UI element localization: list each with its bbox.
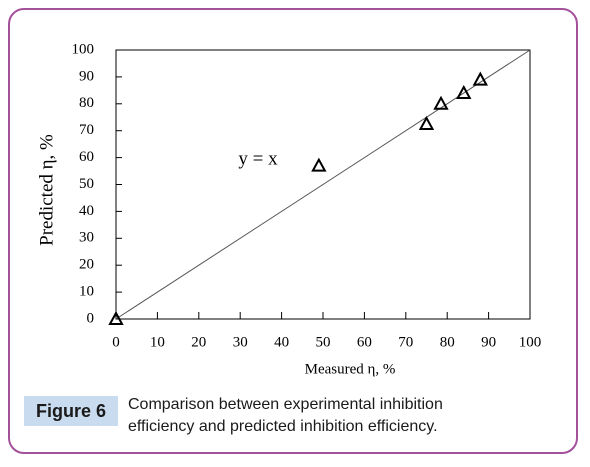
- y-tick-label: 30: [79, 230, 94, 246]
- y-tick-label: 40: [79, 203, 94, 219]
- x-tick-label: 40: [274, 334, 289, 350]
- x-axis-label: Measured η, %: [305, 361, 396, 377]
- triangle-marker: [418, 115, 435, 130]
- x-tick-label: 60: [357, 334, 372, 350]
- figure-caption: Comparison between experimental inhibiti…: [128, 396, 443, 435]
- triangle-marker: [108, 310, 124, 325]
- x-tick-label: 10: [150, 334, 165, 350]
- identity-line: [115, 49, 531, 320]
- figure-card: [8, 8, 578, 454]
- y-tick-label: 90: [79, 68, 94, 84]
- y-tick-label: 60: [79, 149, 94, 165]
- triangle-marker: [311, 157, 327, 172]
- chart: Measured η, % Predicted η, % y = x 0 10 20…: [36, 41, 542, 377]
- annotation: y = x: [238, 148, 278, 169]
- y-axis-label: Predicted η, %: [36, 134, 57, 246]
- x-tick-label: 0: [112, 334, 120, 350]
- x-tick-label: 30: [233, 334, 248, 350]
- y-tick-label: 10: [79, 284, 94, 300]
- triangle-marker: [456, 84, 472, 100]
- y-tick-label: 50: [79, 176, 94, 192]
- x-tick-label: 20: [191, 334, 206, 350]
- triangle-marker: [472, 71, 489, 86]
- y-tick-label: 20: [79, 257, 94, 273]
- x-tick-label: 70: [398, 334, 413, 350]
- x-tick-label: 100: [519, 334, 542, 350]
- x-tick-label: 50: [316, 334, 331, 350]
- triangle-marker: [433, 95, 449, 110]
- y-tick-label: 70: [79, 122, 94, 138]
- y-tick-label: 80: [79, 95, 94, 111]
- x-tick-label: 90: [481, 334, 496, 350]
- y-tick-label: 100: [72, 41, 95, 57]
- x-tick-label: 80: [440, 334, 455, 350]
- figure-label: Figure 6: [24, 396, 118, 426]
- y-tick-label: 0: [87, 310, 95, 326]
